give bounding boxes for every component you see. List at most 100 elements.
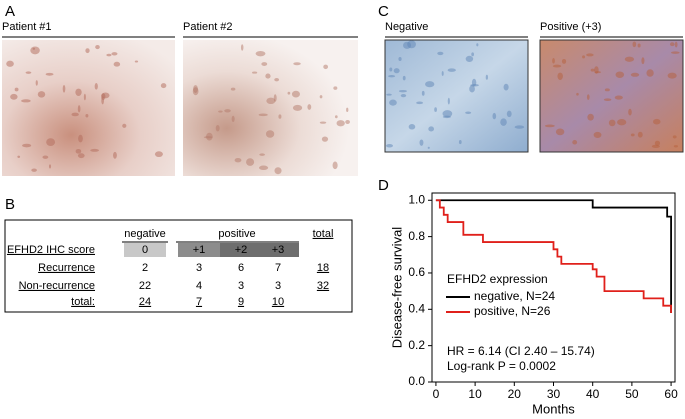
tissue-speck: [321, 136, 329, 142]
tissue-speck: [160, 83, 167, 89]
tissue-speck: [653, 118, 661, 125]
tissue-speck: [673, 145, 678, 148]
score-cell: [178, 243, 220, 257]
image-label: Negative: [385, 21, 428, 33]
tissue-speck: [586, 94, 590, 100]
tissue-speck: [624, 56, 635, 62]
tissue-speck: [37, 91, 46, 98]
y-tick-label: 1.0: [408, 192, 425, 206]
survival-curve: [435, 199, 672, 313]
y-axis-label: Disease-free survival: [389, 227, 404, 348]
tissue-speck: [576, 92, 579, 96]
tissue-speck: [465, 111, 472, 115]
table-frame: [4, 219, 353, 313]
x-tick-label: 60: [664, 387, 678, 401]
tissue-speck: [441, 71, 444, 76]
tissue-speck: [307, 104, 312, 110]
tissue-speck: [667, 72, 677, 79]
tissue-speck: [258, 113, 268, 117]
table-cell: 24: [139, 296, 151, 308]
y-tick-label: 0.4: [408, 301, 425, 315]
tissue-speck: [654, 140, 661, 146]
panel-label: D: [378, 177, 389, 194]
tissue-speck: [319, 95, 323, 99]
tissue-speck: [447, 68, 456, 72]
panel-label: B: [5, 196, 15, 213]
tissue-speck: [400, 93, 407, 98]
table-cell: 4: [196, 280, 202, 292]
tissue-speck: [434, 107, 437, 112]
tissue-speck: [113, 151, 117, 159]
tissue-speck: [83, 93, 86, 101]
tissue-speck: [425, 81, 435, 88]
tissue-speck: [594, 71, 602, 74]
tissue-speck: [503, 83, 509, 91]
legend-label: negative, N=24: [474, 289, 555, 303]
annotation: Log-rank P = 0.0002: [447, 359, 556, 373]
tissue-speck: [75, 149, 82, 154]
table-cell: 32: [317, 280, 329, 292]
tissue-speck: [389, 67, 393, 72]
tissue-speck: [604, 88, 610, 92]
tissue-speck: [442, 110, 453, 118]
histology-image: [384, 39, 529, 153]
tissue-speck: [630, 72, 640, 77]
score-label: +2: [235, 244, 248, 256]
score-label: +3: [272, 244, 285, 256]
tissue-speck: [30, 46, 40, 55]
tissue-speck: [266, 97, 276, 104]
tissue-speck: [398, 89, 407, 93]
tissue-speck: [240, 44, 244, 51]
tissue-speck: [469, 85, 475, 93]
score-label: 0: [142, 244, 148, 256]
y-tick-label: 0.8: [408, 229, 425, 243]
tissue-speck: [421, 90, 425, 96]
table-cell: 9: [238, 296, 244, 308]
table-header: negative: [124, 228, 166, 240]
tissue-speck: [334, 115, 338, 119]
table-cell: 3: [196, 262, 202, 274]
tissue-speck: [71, 112, 79, 117]
tissue-speck: [122, 123, 127, 128]
tissue-speck: [608, 119, 616, 127]
tissue-speck: [77, 153, 85, 159]
tissue-speck: [632, 41, 637, 48]
table-cell: 22: [139, 280, 151, 292]
tissue-speck: [587, 113, 594, 121]
tissue-speck: [555, 128, 565, 136]
tissue-speck: [293, 62, 301, 66]
x-tick-label: 40: [586, 387, 600, 401]
tissue-speck: [287, 91, 291, 95]
table-cell: 7: [196, 296, 202, 308]
tissue-speck: [393, 68, 400, 74]
tissue-speck: [637, 131, 643, 138]
tissue-speck: [336, 120, 345, 127]
row-label: Recurrence: [38, 262, 95, 274]
tissue-speck: [94, 82, 98, 90]
tissue-speck: [246, 158, 255, 166]
tissue-speck: [14, 87, 19, 92]
tissue-speck: [471, 52, 474, 57]
tissue-speck: [617, 119, 627, 126]
tissue-speck: [319, 121, 327, 124]
image-label: Patient #2: [183, 21, 233, 33]
tissue-speck: [234, 157, 242, 163]
tissue-speck: [386, 144, 393, 148]
tissue-speck: [21, 99, 31, 103]
tissue-speck: [465, 55, 474, 63]
x-axis-label: Months: [532, 401, 575, 416]
tissue-speck: [278, 114, 282, 119]
score-label: +1: [193, 244, 206, 256]
tissue-speck: [603, 98, 612, 101]
table-cell: 7: [275, 262, 281, 274]
tissue-speck: [78, 134, 83, 143]
tissue-speck: [674, 41, 678, 48]
tissue-speck: [101, 92, 110, 99]
tissue-speck: [544, 124, 555, 128]
tissue-speck: [672, 135, 677, 139]
tissue-speck: [506, 110, 512, 118]
tissue-speck: [42, 155, 49, 159]
x-tick-label: 50: [625, 387, 639, 401]
table-header: positive: [218, 228, 255, 240]
tissue-speck: [113, 61, 121, 67]
